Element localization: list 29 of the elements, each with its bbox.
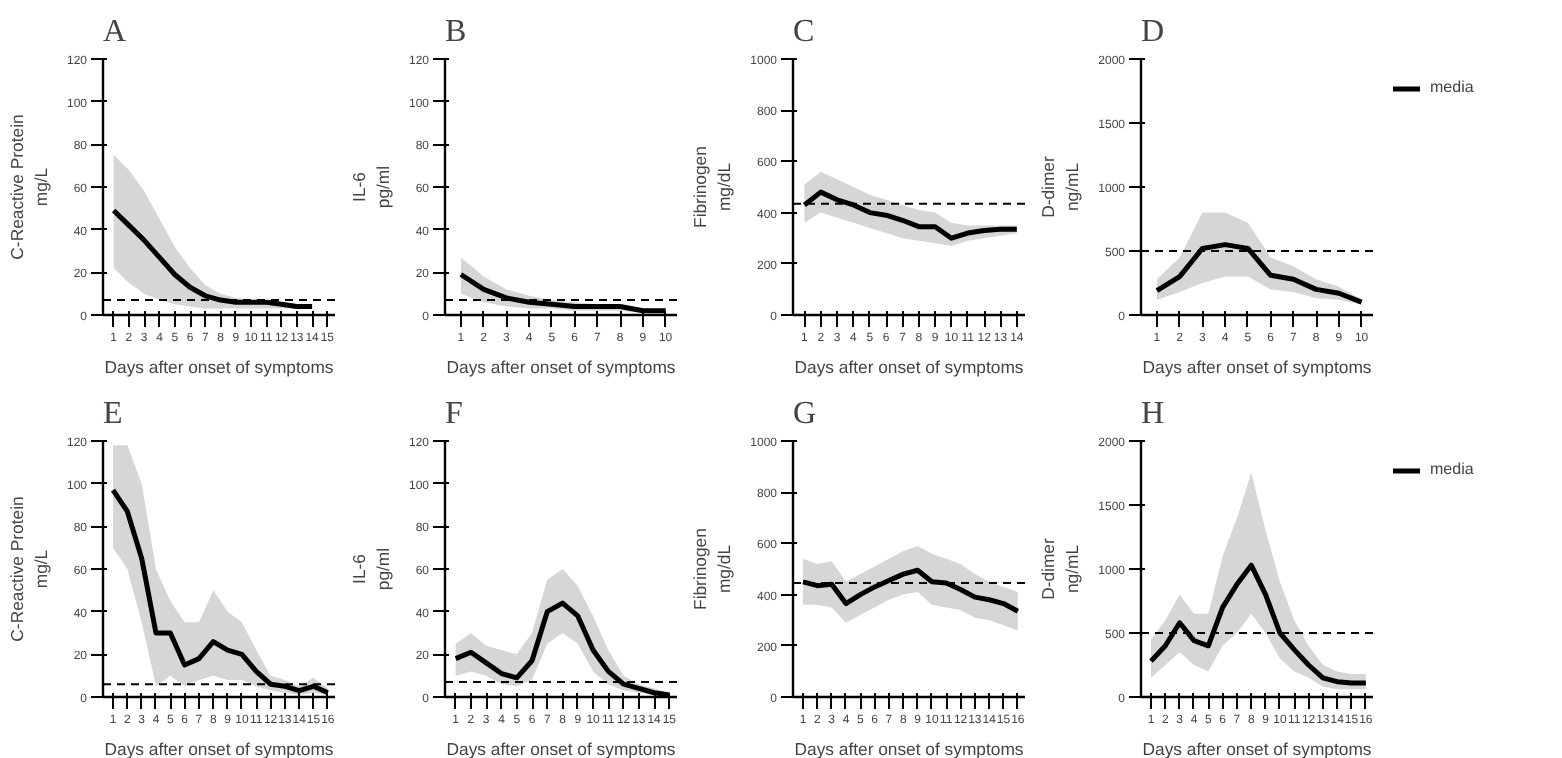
y-axis-title: Fibrinogen mg/dL	[690, 527, 735, 610]
chart-title: B	[445, 15, 467, 49]
x-axis-title: Days after onset of symptoms	[1142, 357, 1373, 377]
chart-title: G	[793, 397, 817, 431]
legend-label: media	[1430, 78, 1474, 96]
x-axis-title: Days after onset of symptoms	[104, 357, 335, 377]
x-axis-title: Days after onset of symptoms	[446, 739, 677, 758]
y-axis-title: D-dimer ng/mL	[1038, 155, 1083, 218]
x-axis-title: Days after onset of symptoms	[104, 739, 335, 758]
y-axis-title: IL-6 pg/ml	[348, 165, 393, 209]
y-axis-title: IL-6 pg/ml	[348, 547, 393, 591]
y-axis-title: D-dimer ng/mL	[1038, 537, 1083, 600]
line-series	[801, 189, 1020, 241]
x-axis-title: Days after onset of symptoms	[446, 357, 677, 377]
chart-title: E	[103, 397, 123, 431]
x-axis-title: Days after onset of symptoms	[794, 739, 1025, 758]
y-axis-title: Fibrinogen mg/dL	[690, 145, 735, 228]
line-series	[1148, 562, 1369, 686]
y-axis-title: C-Reactive Protein mg/L	[6, 495, 51, 642]
chart-title: F	[445, 397, 463, 431]
legend-label: media	[1430, 460, 1474, 478]
y-axis-title: C-Reactive Protein mg/L	[6, 113, 51, 260]
line-series	[800, 567, 1021, 614]
chart-title: C	[793, 15, 815, 49]
chart-title: A	[103, 15, 127, 49]
x-axis-title: Days after onset of symptoms	[1142, 739, 1373, 758]
chart-title: H	[1141, 397, 1165, 431]
chart-title: D	[1141, 15, 1165, 49]
x-axis-title: Days after onset of symptoms	[794, 357, 1025, 377]
